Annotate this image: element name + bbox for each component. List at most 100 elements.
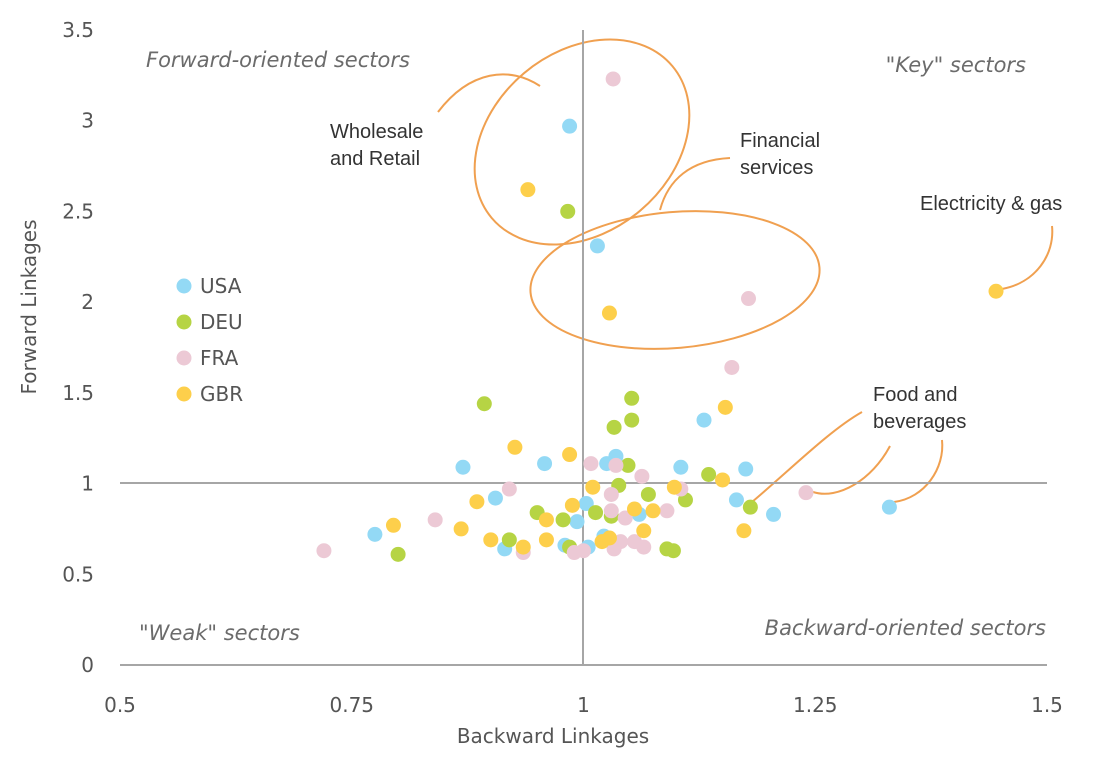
annotation-electricity: Electricity & gas	[920, 193, 1062, 215]
data-point-gbr	[601, 530, 617, 546]
data-point-deu	[640, 486, 656, 502]
data-point-gbr	[538, 532, 554, 548]
data-point-fra	[603, 503, 619, 519]
data-point-gbr	[601, 305, 617, 321]
y-tick-label: 0.5	[62, 562, 94, 586]
x-tick-label: 1.25	[793, 693, 838, 717]
quadrant-label-bottom-left: "Weak" sectors	[139, 621, 300, 645]
data-point-gbr	[666, 479, 682, 495]
data-point-usa	[881, 499, 897, 515]
data-point-deu	[606, 419, 622, 435]
data-point-deu	[476, 396, 492, 412]
data-point-gbr	[636, 523, 652, 539]
data-point-gbr	[483, 532, 499, 548]
y-tick-label: 1.5	[62, 381, 94, 405]
data-point-fra	[576, 543, 591, 559]
annotation-wholesale-line1: Wholesale	[330, 121, 423, 143]
data-point-deu	[588, 505, 604, 521]
data-point-usa	[487, 490, 503, 506]
data-point-gbr	[645, 503, 661, 519]
data-point-deu	[624, 390, 640, 406]
annotation-food-line1: Food and	[873, 384, 958, 406]
data-point-deu	[620, 457, 636, 473]
data-point-fra	[603, 486, 619, 502]
data-point-gbr	[988, 283, 1004, 299]
y-tick-label: 3.5	[62, 18, 94, 42]
data-point-gbr	[469, 494, 485, 510]
legend-marker-gbr	[176, 386, 192, 402]
data-point-usa	[537, 456, 553, 472]
food-leader-line-2	[812, 445, 891, 495]
data-point-fra	[617, 510, 633, 526]
data-point-fra	[724, 359, 740, 375]
wholesale-ellipse	[473, 38, 691, 246]
data-point-deu	[390, 546, 406, 562]
data-point-deu	[665, 543, 681, 559]
data-point-usa	[578, 496, 594, 512]
data-point-gbr	[585, 479, 601, 495]
data-point-gbr	[453, 521, 469, 537]
data-point-gbr	[717, 399, 733, 415]
legend-marker-usa	[176, 278, 192, 294]
legend-marker-deu	[176, 314, 192, 330]
x-tick-label: 1	[577, 693, 590, 717]
data-point-fra	[636, 539, 652, 555]
data-point-gbr	[515, 539, 531, 555]
quadrant-label-bottom-right: Backward-oriented sectors	[765, 616, 1046, 640]
data-point-fra	[501, 481, 517, 497]
legend-label-usa: USA	[200, 274, 242, 298]
annotation-food-line2: beverages	[873, 411, 966, 433]
data-point-fra	[316, 543, 332, 559]
data-point-fra	[798, 485, 814, 501]
data-point-usa	[738, 461, 754, 477]
data-point-gbr	[626, 501, 642, 517]
quadrant-label-top-left: Forward-oriented sectors	[146, 48, 410, 72]
y-tick-label: 3	[81, 109, 94, 133]
annotation-wholesale-line2: and Retail	[330, 148, 420, 170]
x-tick-label: 0.75	[329, 693, 374, 717]
financial-leader-line	[659, 157, 731, 211]
financial-ellipse	[529, 210, 821, 350]
data-point-deu	[555, 512, 571, 528]
data-point-deu	[501, 532, 517, 548]
data-point-gbr	[385, 517, 401, 533]
data-point-deu	[560, 203, 576, 219]
legend-marker-fra	[176, 350, 192, 366]
data-point-usa	[562, 118, 578, 134]
data-point-gbr	[715, 472, 731, 488]
data-point-gbr	[736, 523, 752, 539]
data-point-gbr	[562, 447, 578, 463]
y-tick-label: 0	[81, 653, 94, 677]
data-point-usa	[673, 459, 689, 475]
annotation-financial-line1: Financial	[740, 130, 820, 152]
electricity-leader-line	[1001, 225, 1054, 290]
data-point-deu	[701, 467, 717, 482]
legend: USA DEU FRA GBR	[176, 274, 243, 406]
data-point-deu	[742, 499, 758, 515]
data-point-gbr	[507, 439, 523, 455]
data-point-usa	[367, 526, 383, 542]
data-point-gbr	[538, 512, 554, 528]
legend-label-gbr: GBR	[200, 382, 243, 406]
food-leader-line-1	[751, 411, 863, 503]
y-tick-label: 2.5	[62, 199, 94, 223]
data-point-gbr	[520, 182, 536, 198]
legend-label-fra: FRA	[200, 346, 239, 370]
data-point-usa	[589, 238, 605, 254]
x-axis-label: Backward Linkages	[457, 724, 649, 748]
data-point-gbr	[564, 497, 580, 513]
annotation-financial-line2: services	[740, 157, 813, 179]
y-axis-label: Forward Linkages	[17, 219, 41, 394]
data-point-fra	[427, 512, 443, 528]
x-tick-label: 0.5	[104, 693, 136, 717]
wholesale-leader-line	[437, 73, 541, 113]
y-tick-label: 1	[81, 472, 94, 496]
data-point-deu	[624, 412, 640, 428]
data-point-fra	[659, 503, 675, 519]
data-point-fra	[634, 468, 650, 484]
legend-label-deu: DEU	[200, 310, 243, 334]
data-point-usa	[569, 514, 585, 530]
data-point-fra	[741, 291, 757, 307]
food-leader-line-3	[893, 439, 944, 503]
